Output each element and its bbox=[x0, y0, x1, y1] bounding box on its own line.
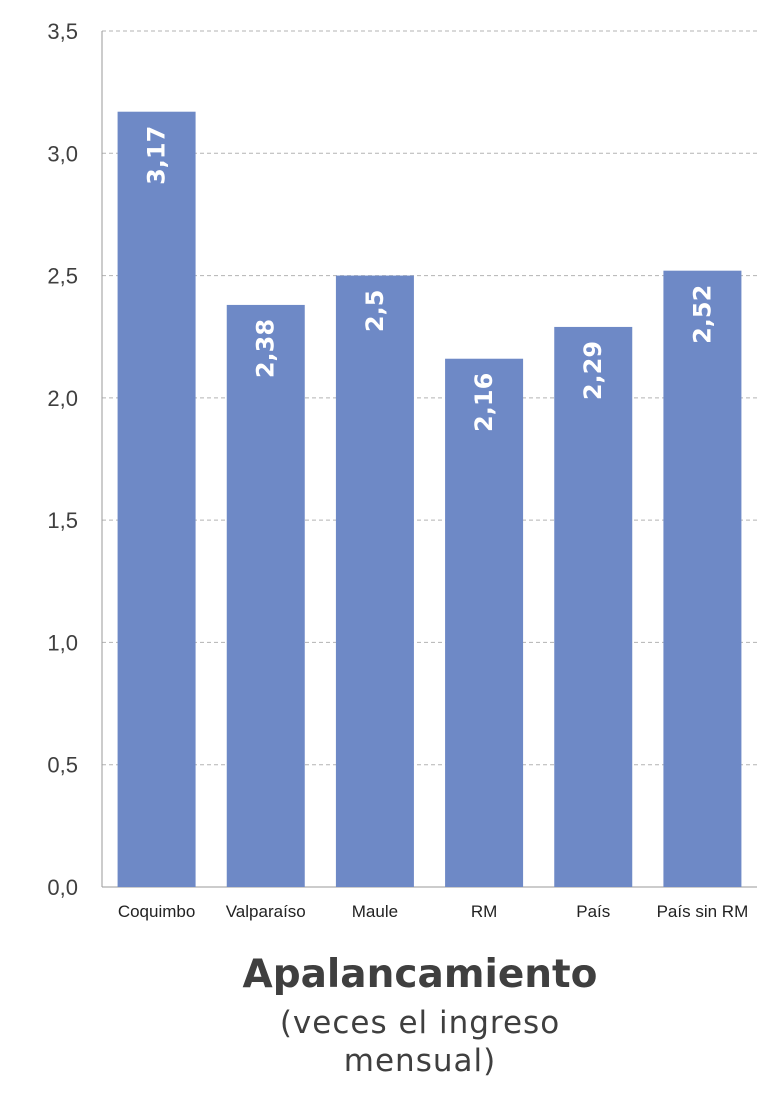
bar bbox=[663, 270, 742, 887]
x-tick-label: Valparaíso bbox=[226, 902, 306, 921]
y-tick-label: 2,0 bbox=[47, 386, 78, 411]
bar-value-label: 2,5 bbox=[361, 290, 389, 333]
bar-value-label: 2,29 bbox=[579, 341, 607, 400]
bar-value-label: 3,17 bbox=[143, 126, 171, 185]
bar-chart: 0,0 0,5 1,0 1,5 2,0 2,5 3,0 3,5 3,17 Coquimbo 2,38… bbox=[47, 19, 757, 921]
bar-value-label: 2,52 bbox=[688, 285, 716, 344]
bar bbox=[554, 326, 633, 888]
y-tick-label: 3,5 bbox=[47, 19, 78, 44]
y-tick-label: 1,5 bbox=[47, 508, 78, 533]
x-tick-label: País sin RM bbox=[657, 902, 749, 921]
chart-title: Apalancamiento bbox=[242, 952, 598, 997]
y-tick-label: 2,5 bbox=[47, 264, 78, 289]
chart-title-block: Apalancamiento (veces el ingreso mensual… bbox=[150, 952, 690, 1080]
bar-value-label: 2,16 bbox=[470, 373, 498, 432]
bar bbox=[445, 358, 524, 887]
bar bbox=[226, 304, 305, 887]
y-tick-label: 1,0 bbox=[47, 630, 78, 655]
bar bbox=[117, 111, 196, 888]
x-tick-label: Coquimbo bbox=[118, 902, 196, 921]
x-tick-label: RM bbox=[471, 902, 497, 921]
chart-subtitle: (veces el ingreso mensual) bbox=[279, 1005, 561, 1079]
y-tick-label: 0,5 bbox=[47, 753, 78, 778]
x-tick-label: Maule bbox=[352, 902, 398, 921]
y-tick-label: 0,0 bbox=[47, 875, 78, 900]
x-tick-label: País bbox=[576, 902, 610, 921]
bar-value-label: 2,38 bbox=[252, 319, 280, 378]
y-tick-label: 3,0 bbox=[47, 141, 78, 166]
bar bbox=[335, 275, 414, 888]
